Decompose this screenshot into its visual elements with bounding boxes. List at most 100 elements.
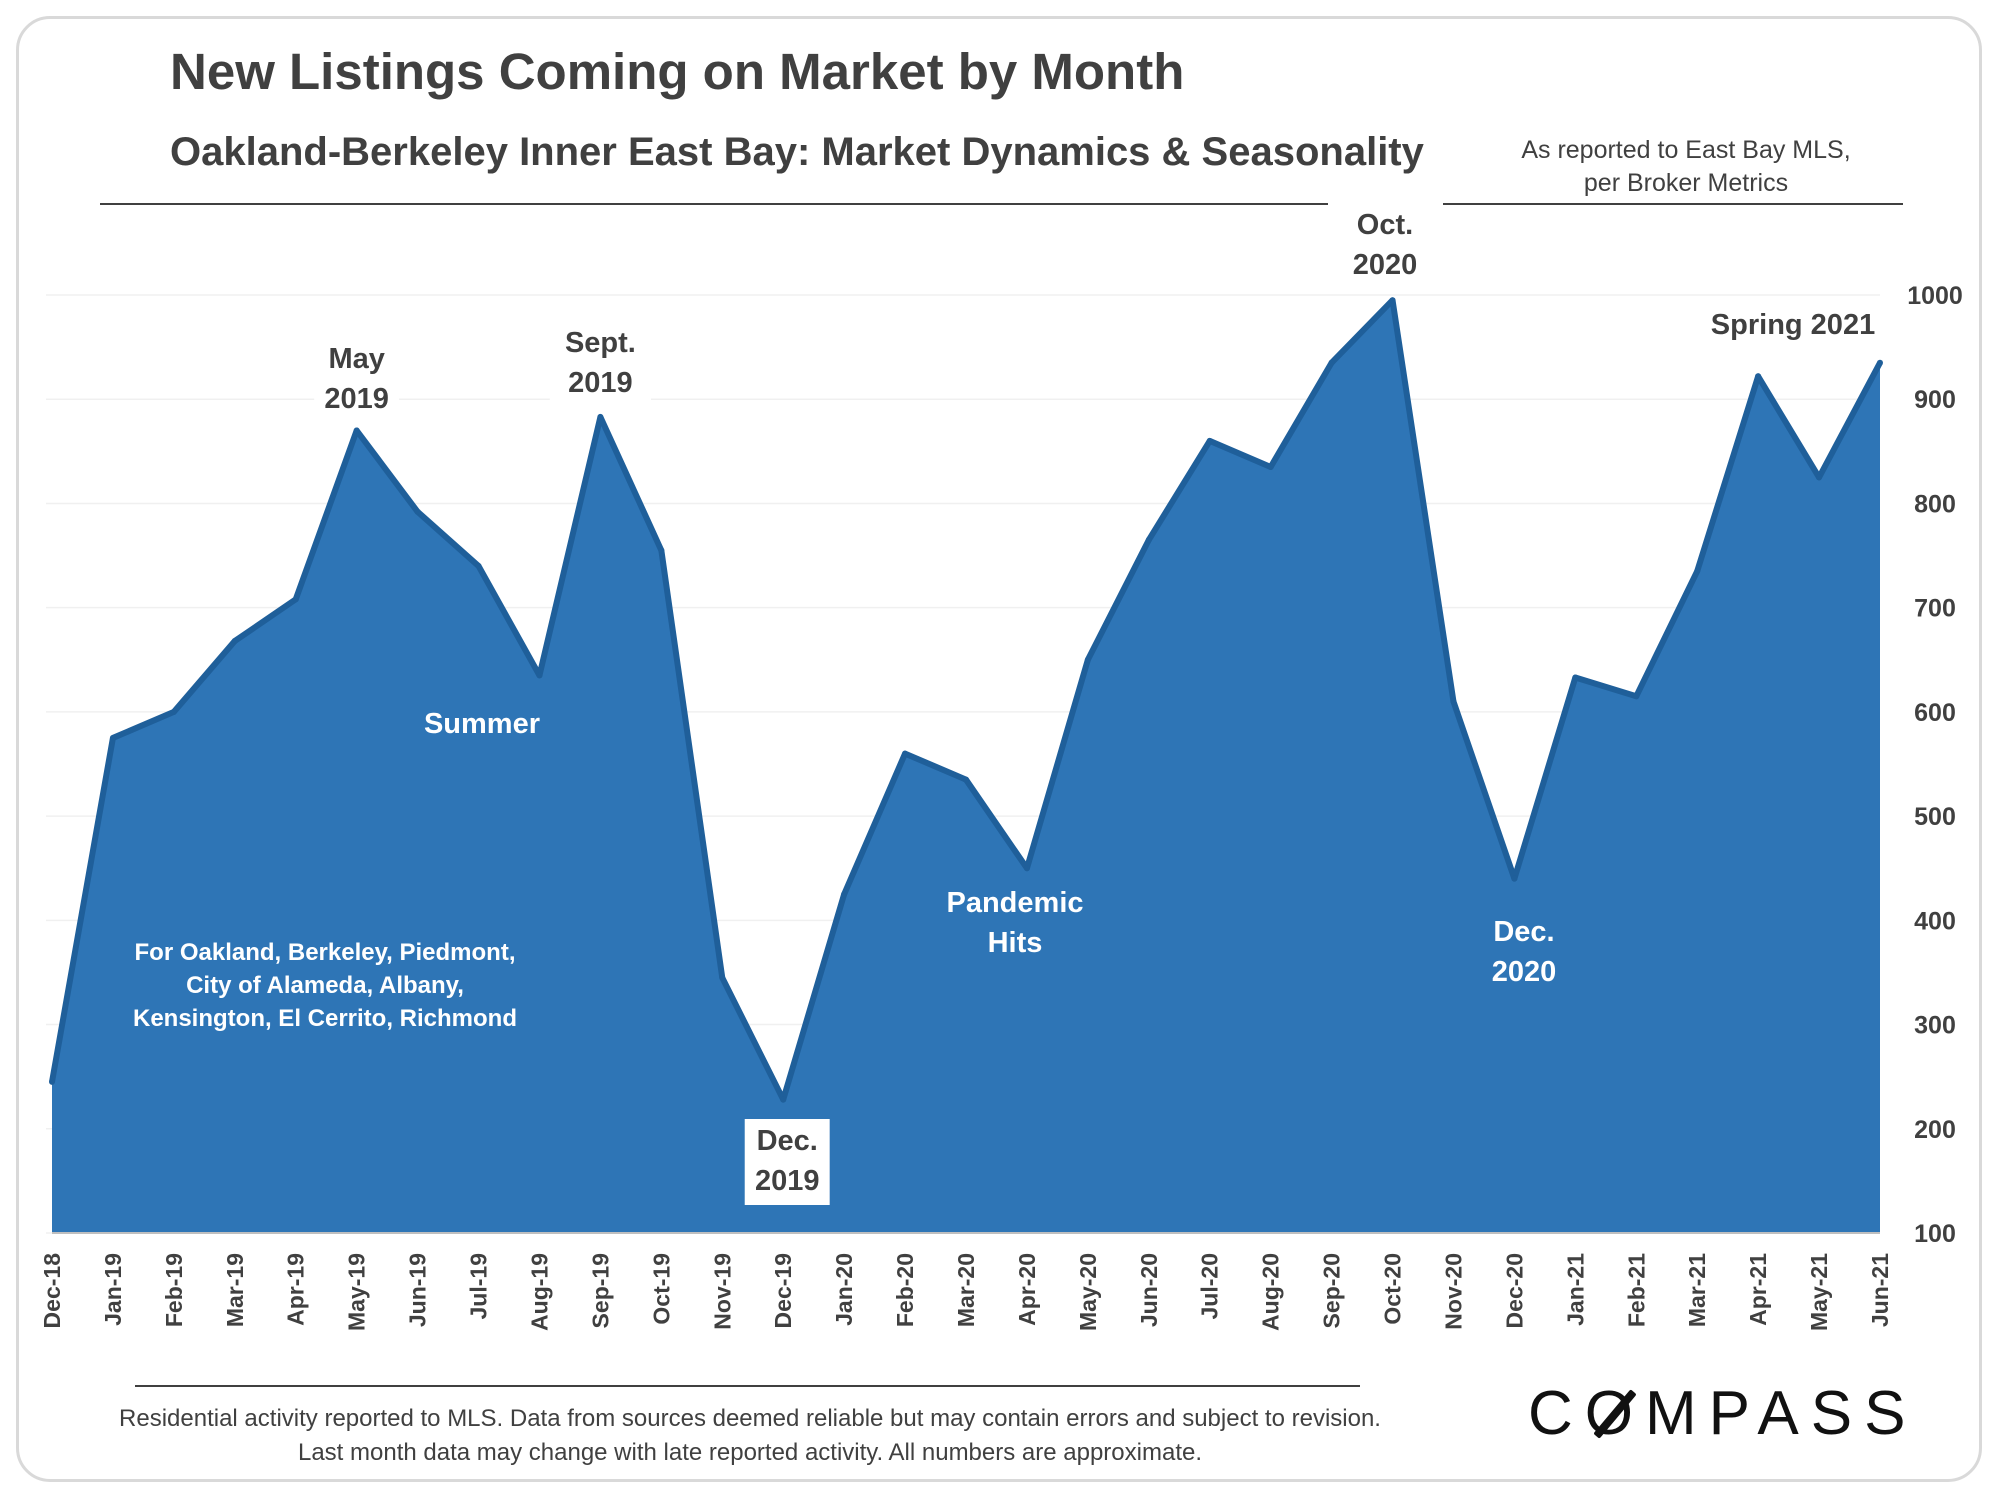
y-tick-label: 900 [1914,386,1956,414]
annotation-label: 2020 [1353,249,1418,281]
data-point [353,427,360,434]
annotation-label: Dec. [1493,916,1554,948]
data-point [1816,474,1823,481]
x-tick-label: Mar-19 [222,1253,248,1327]
data-point [1145,536,1152,543]
data-point [1450,698,1457,705]
x-tick-label: Feb-20 [892,1253,918,1327]
compass-logo: COMPASS [1528,1379,1918,1448]
y-tick-label: 200 [1914,1116,1956,1144]
annotations: May 2019 Sept. 2019 Summer Dec. 2019 Pandemic Hi… [133,203,1893,1205]
data-point [475,562,482,569]
annotation-label: Pandemic [947,887,1084,919]
annotation-label: 2020 [1492,956,1557,988]
x-tick-label: May-19 [344,1253,370,1331]
annotation-label: 2019 [568,367,633,399]
x-tick-label: Oct-19 [648,1253,674,1325]
data-point [1023,865,1030,872]
annotation-label: Sept. [565,327,636,359]
x-tick-label: Sep-20 [1319,1253,1345,1328]
data-point [109,734,116,741]
y-tick-label: 100 [1914,1220,1956,1248]
annotation-backdrop [549,321,651,407]
data-point [231,638,238,645]
x-tick-label: Nov-20 [1440,1253,1466,1330]
x-tick-label: Jan-19 [100,1253,126,1326]
x-tick-label: Aug-20 [1258,1253,1284,1331]
data-point [1328,359,1335,366]
data-point [49,1078,55,1085]
annotation-label: May [328,343,384,375]
data-point [780,1096,787,1103]
annotation-backdrop [1342,203,1428,289]
x-tick-label: Jan-20 [831,1253,857,1326]
x-tick-label: Dec-20 [1501,1253,1527,1328]
y-tick-label: 300 [1914,1012,1956,1040]
subtitle-divider [100,203,1328,205]
data-point [1755,373,1762,380]
area-fill [52,300,1880,1233]
x-tick-label: Jul-20 [1197,1253,1223,1319]
annotation-label: Dec. [757,1125,818,1157]
x-tick-label: Aug-19 [526,1253,552,1331]
y-tick-label: 500 [1914,803,1956,831]
data-point [292,596,299,603]
data-point [1572,674,1579,681]
data-point [1267,463,1274,470]
data-point [841,891,848,898]
x-tick-label: Mar-20 [953,1253,979,1327]
x-tick-label: Apr-21 [1745,1253,1771,1326]
x-tick-label: Jan-21 [1562,1253,1588,1326]
x-tick-label: May-21 [1806,1253,1832,1331]
data-point [1511,875,1518,882]
x-axis-ticks: Dec-18 Jan-19 Feb-19 Mar-19 Apr-19 May-19 Jun-… [39,1253,1893,1331]
data-point [902,750,909,757]
y-tick-label: 400 [1914,907,1956,935]
data-point [658,547,665,554]
annotation-label: For Oakland, Berkeley, Piedmont, [135,939,516,966]
data-point [1084,656,1091,663]
y-tick-label: 1000 [1907,282,1963,310]
data-point [963,776,969,783]
data-point [170,708,177,715]
annotation-label: Hits [988,927,1043,959]
chart-subtitle: Oakland-Berkeley Inner East Bay: Market … [170,130,1424,174]
x-tick-label: Feb-21 [1623,1253,1649,1327]
annotation-label: Oct. [1357,209,1413,241]
annotation-label: 2019 [755,1165,820,1197]
data-point [1389,297,1396,304]
x-tick-label: Sep-19 [587,1253,613,1328]
annotation-backdrop [744,1119,830,1205]
y-tick-label: 800 [1914,490,1956,518]
x-tick-label: May-20 [1075,1253,1101,1331]
annotation-label: City of Alameda, Albany, [186,972,464,999]
x-tick-label: Feb-19 [161,1253,187,1327]
annotation-label: 2019 [324,383,389,415]
source-note: As reported to East Bay MLS, per Broker … [1521,136,1851,197]
x-tick-label: Jun-21 [1867,1253,1893,1327]
data-point [719,974,726,981]
data-point [597,413,604,420]
data-point [536,672,543,679]
data-point [1877,359,1883,366]
y-axis-ticks: 100 200 300 400 500 600 700 800 900 1000 [1907,282,1963,1248]
source-divider [1443,203,1903,205]
x-tick-label: Apr-20 [1014,1253,1040,1326]
x-tick-label: Dec-19 [770,1253,796,1328]
x-tick-label: Jul-19 [466,1253,492,1319]
y-tick-label: 700 [1914,595,1956,623]
data-point [1694,568,1701,575]
x-tick-label: Jun-19 [405,1253,431,1327]
y-tick-label: 600 [1914,699,1956,727]
data-area [49,297,1883,1234]
x-tick-label: Apr-19 [283,1253,309,1326]
x-tick-label: Jun-20 [1136,1253,1162,1327]
data-point [1206,437,1213,444]
x-tick-label: Mar-21 [1684,1253,1710,1327]
x-tick-label: Oct-20 [1380,1253,1406,1325]
footnote: Residential activity reported to MLS. Da… [119,1405,1381,1466]
x-tick-label: Dec-18 [39,1253,65,1329]
annotation-backdrop [314,337,400,423]
annotation-backdrop [1693,303,1893,349]
